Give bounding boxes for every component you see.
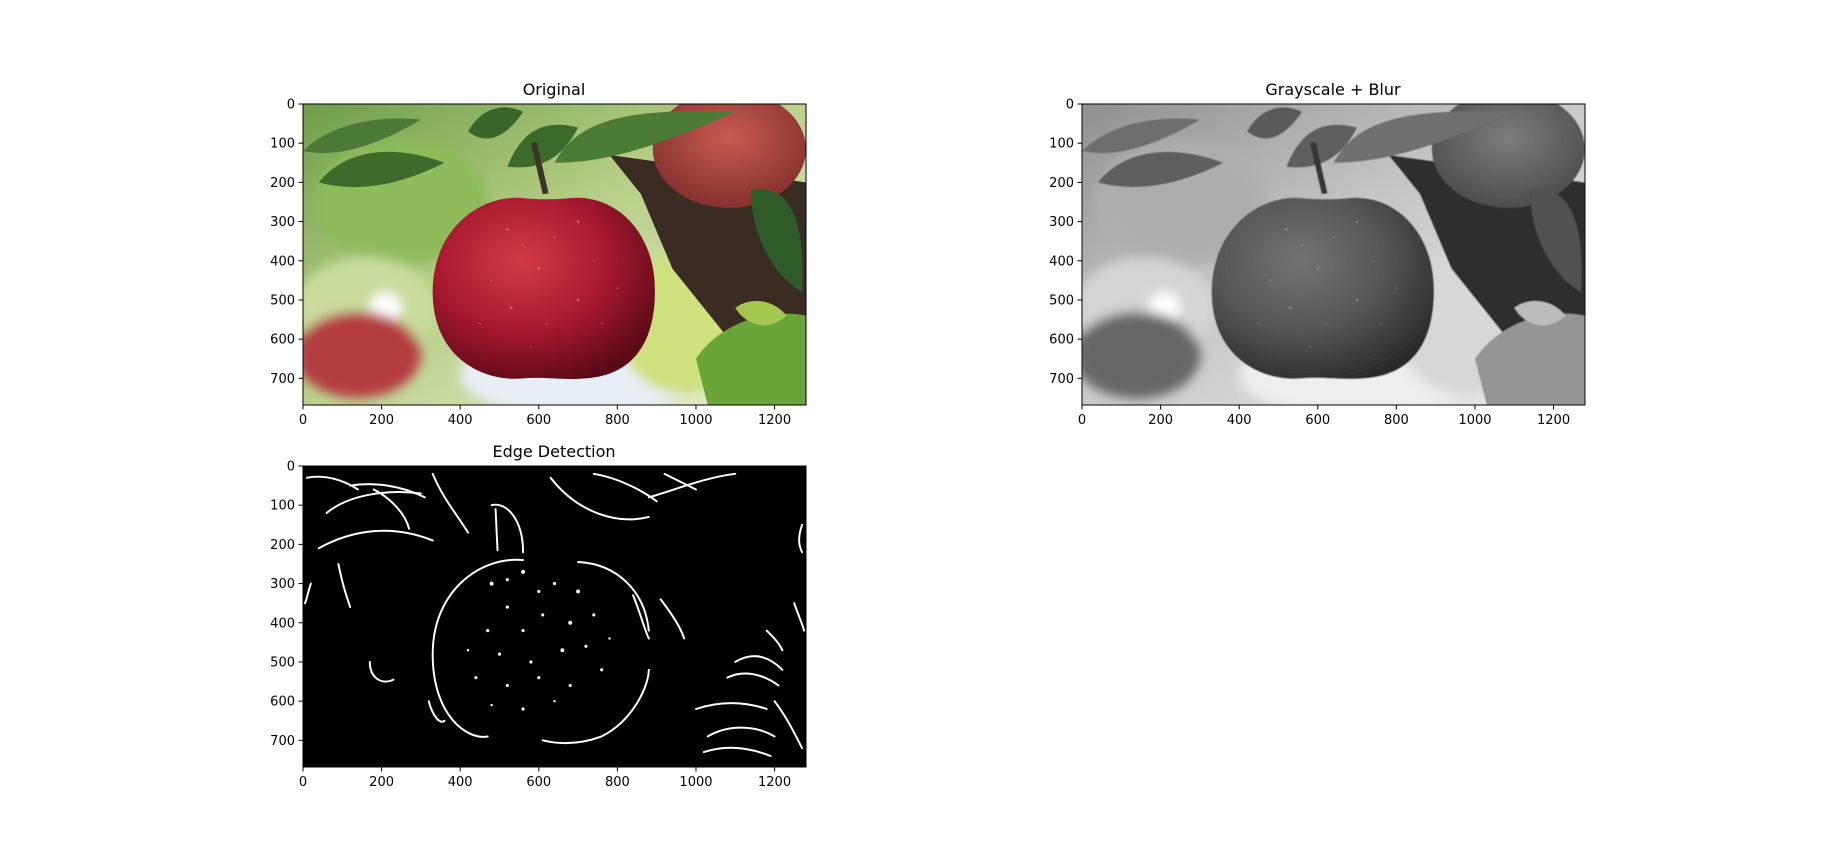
y-tick-label: 400 (270, 616, 295, 631)
y-tick-label: 600 (270, 695, 295, 710)
x-tick-label: 1200 (758, 775, 791, 790)
y-tick-label: 500 (270, 293, 295, 308)
image-grayscale-blur (1074, 90, 1585, 417)
y-tick-label: 700 (270, 372, 295, 387)
y-tick-label: 100 (270, 137, 295, 152)
y-tick-label: 200 (1049, 176, 1074, 191)
x-tick-label: 0 (299, 413, 307, 428)
panel-title-grayscale-blur: Grayscale + Blur (1265, 80, 1401, 99)
y-tick-label: 200 (270, 176, 295, 191)
x-tick-label: 600 (526, 775, 551, 790)
y-tick-label: 300 (270, 577, 295, 592)
x-axis-original: 0 200 400 600 800 1000 1200 (299, 405, 791, 428)
x-tick-label: 1000 (679, 775, 712, 790)
y-tick-label: 600 (270, 333, 295, 348)
x-tick-label: 600 (526, 413, 551, 428)
panel-edge-detection: Edge Detection (270, 442, 807, 790)
y-tick-label: 100 (1049, 137, 1074, 152)
y-tick-label: 500 (1049, 293, 1074, 308)
y-tick-label: 500 (270, 655, 295, 670)
x-tick-label: 200 (1148, 413, 1173, 428)
panel-grayscale-blur: Grayscale + Blur 0 200 400 600 800 1000 1200 0… (1049, 80, 1586, 428)
y-axis-original: 0 100 200 300 400 500 600 700 (270, 98, 303, 387)
x-tick-label: 1200 (1537, 413, 1570, 428)
panel-title-original: Original (523, 80, 586, 99)
y-tick-label: 200 (270, 538, 295, 553)
x-tick-label: 200 (369, 413, 394, 428)
y-tick-label: 700 (1049, 372, 1074, 387)
y-tick-label: 100 (270, 499, 295, 514)
y-tick-label: 400 (270, 254, 295, 269)
y-tick-label: 700 (270, 734, 295, 749)
axes-frame-grayscale-blur (1081, 103, 1586, 406)
x-tick-label: 1000 (679, 413, 712, 428)
x-tick-label: 1000 (1458, 413, 1491, 428)
x-tick-label: 800 (605, 775, 630, 790)
y-tick-label: 300 (270, 215, 295, 230)
x-tick-label: 800 (1384, 413, 1409, 428)
x-tick-label: 0 (299, 775, 307, 790)
y-axis-edge-detection: 0 100 200 300 400 500 600 700 (270, 460, 303, 749)
image-original (295, 90, 806, 417)
x-tick-label: 400 (1227, 413, 1252, 428)
axes-frame-original (302, 103, 807, 406)
y-tick-label: 0 (287, 460, 295, 475)
y-tick-label: 0 (1066, 98, 1074, 113)
x-tick-label: 400 (448, 413, 473, 428)
y-tick-label: 600 (1049, 333, 1074, 348)
x-axis-edge-detection: 0 200 400 600 800 1000 1200 (299, 767, 791, 790)
y-axis-grayscale-blur: 0 100 200 300 400 500 600 700 (1049, 98, 1082, 387)
x-tick-label: 200 (369, 775, 394, 790)
y-tick-label: 0 (287, 98, 295, 113)
axes-frame-edge-detection (302, 465, 807, 768)
x-tick-label: 800 (605, 413, 630, 428)
x-tick-label: 400 (448, 775, 473, 790)
x-tick-label: 1200 (758, 413, 791, 428)
x-tick-label: 0 (1078, 413, 1086, 428)
image-edge-detection (303, 466, 806, 767)
x-axis-grayscale-blur: 0 200 400 600 800 1000 1200 (1078, 405, 1570, 428)
panel-original: Original 0 200 400 600 800 1000 1200 0 100 200 30… (270, 80, 807, 428)
y-tick-label: 400 (1049, 254, 1074, 269)
x-tick-label: 600 (1305, 413, 1330, 428)
panel-title-edge-detection: Edge Detection (492, 442, 615, 461)
y-tick-label: 300 (1049, 215, 1074, 230)
